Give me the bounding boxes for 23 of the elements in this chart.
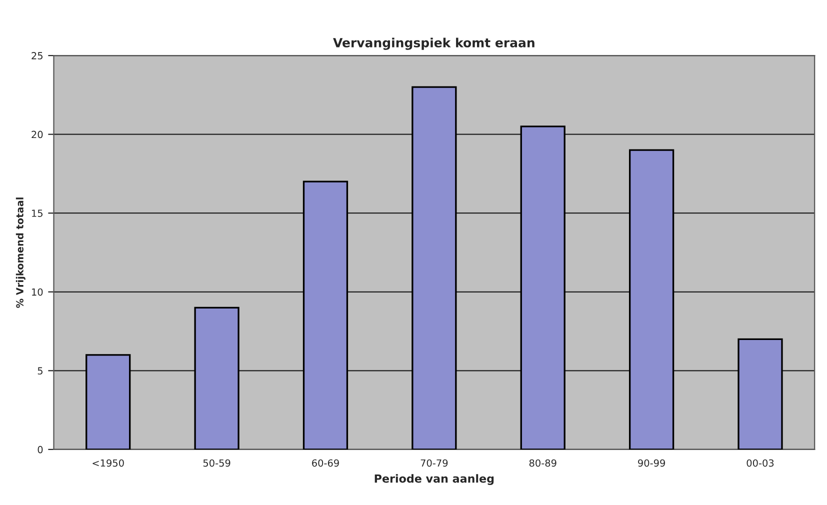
x-tick-label: 00-03 [746, 459, 774, 467]
y-tick-label: 20 [32, 130, 43, 138]
y-axis-title: % Vrijkomend totaal [16, 198, 26, 308]
x-tick-label: 50-59 [203, 459, 230, 467]
bar [738, 338, 783, 450]
bar [86, 354, 131, 450]
y-tick-label: 15 [32, 210, 42, 217]
y-tick-label: 25 [32, 52, 42, 60]
x-axis-title: Periode van aanleg [374, 474, 494, 485]
x-tick-label: 60-69 [312, 459, 339, 467]
chart-title: Vervangingspiek komt eraan [333, 38, 534, 50]
bar [412, 86, 457, 450]
bar [302, 180, 348, 450]
x-tick-label: <1950 [92, 459, 124, 467]
bar [628, 149, 674, 450]
x-tick-label: 90-99 [638, 459, 665, 467]
bar [520, 126, 566, 450]
y-tick-label: 5 [38, 367, 42, 374]
x-tick-label: 80-89 [529, 459, 556, 467]
y-tick-label: 10 [32, 288, 43, 296]
bar [194, 306, 240, 450]
y-tick-label: 0 [38, 446, 43, 454]
x-tick-label: 70-79 [420, 459, 448, 467]
